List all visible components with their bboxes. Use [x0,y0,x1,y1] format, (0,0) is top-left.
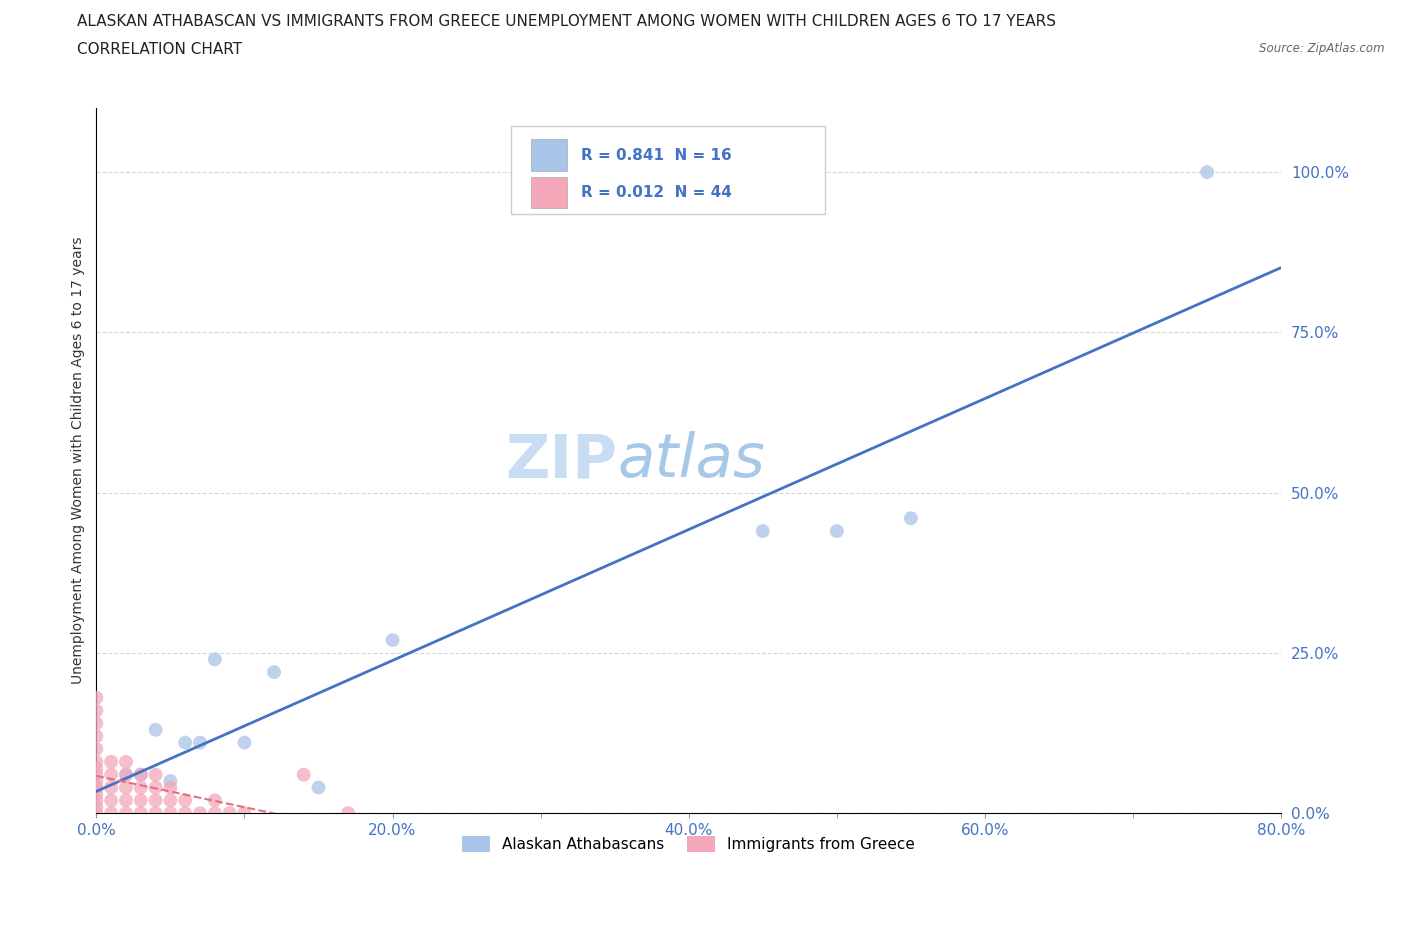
Point [1197,165,1219,179]
Point [86,793,108,808]
Point [100,767,122,782]
Point [159,793,181,808]
Point [145,805,167,820]
Text: atlas: atlas [617,432,765,490]
Point [100,793,122,808]
Point [337,805,360,820]
Point [115,805,138,820]
Point [86,780,108,795]
Point [233,805,256,820]
Point [159,780,181,795]
Point [145,793,167,808]
Point [174,805,197,820]
Point [115,793,138,808]
Point [174,736,197,751]
Point [86,690,108,705]
Legend: Alaskan Athabascans, Immigrants from Greece: Alaskan Athabascans, Immigrants from Gre… [457,830,921,858]
Point [86,787,108,802]
Point [381,632,404,647]
Point [86,741,108,756]
Point [145,723,167,737]
Y-axis label: Unemployment Among Women with Children Ages 6 to 17 years: Unemployment Among Women with Children A… [72,237,86,684]
Point [129,780,152,795]
Point [292,767,315,782]
Point [145,780,167,795]
Point [145,767,167,782]
Point [174,793,197,808]
Point [86,729,108,744]
Point [115,780,138,795]
Text: CORRELATION CHART: CORRELATION CHART [77,42,242,57]
Text: ZIP: ZIP [506,432,617,490]
Point [204,805,226,820]
Point [825,524,848,538]
Point [86,703,108,718]
Point [204,793,226,808]
Point [115,767,138,782]
Point [100,805,122,820]
Text: Source: ZipAtlas.com: Source: ZipAtlas.com [1260,42,1385,55]
Point [129,767,152,782]
Point [204,652,226,667]
Point [900,511,922,525]
FancyBboxPatch shape [531,177,567,208]
Text: R = 0.841  N = 16: R = 0.841 N = 16 [581,148,731,163]
Point [188,736,211,751]
Point [100,754,122,769]
Point [129,767,152,782]
FancyBboxPatch shape [531,140,567,171]
Point [233,736,256,751]
Point [159,805,181,820]
Point [752,524,775,538]
Point [86,799,108,814]
FancyBboxPatch shape [510,126,825,214]
Point [308,780,330,795]
Text: ALASKAN ATHABASCAN VS IMMIGRANTS FROM GREECE UNEMPLOYMENT AMONG WOMEN WITH CHILD: ALASKAN ATHABASCAN VS IMMIGRANTS FROM GR… [77,14,1056,29]
Point [115,754,138,769]
Point [188,805,211,820]
Point [86,761,108,776]
Point [129,805,152,820]
Point [86,780,108,795]
Text: R = 0.012  N = 44: R = 0.012 N = 44 [581,185,731,200]
Point [218,805,240,820]
Point [263,665,285,680]
Point [86,774,108,789]
Point [129,793,152,808]
Point [100,780,122,795]
Point [86,805,108,820]
Point [159,774,181,789]
Point [115,767,138,782]
Point [86,754,108,769]
Point [86,716,108,731]
Point [86,767,108,782]
